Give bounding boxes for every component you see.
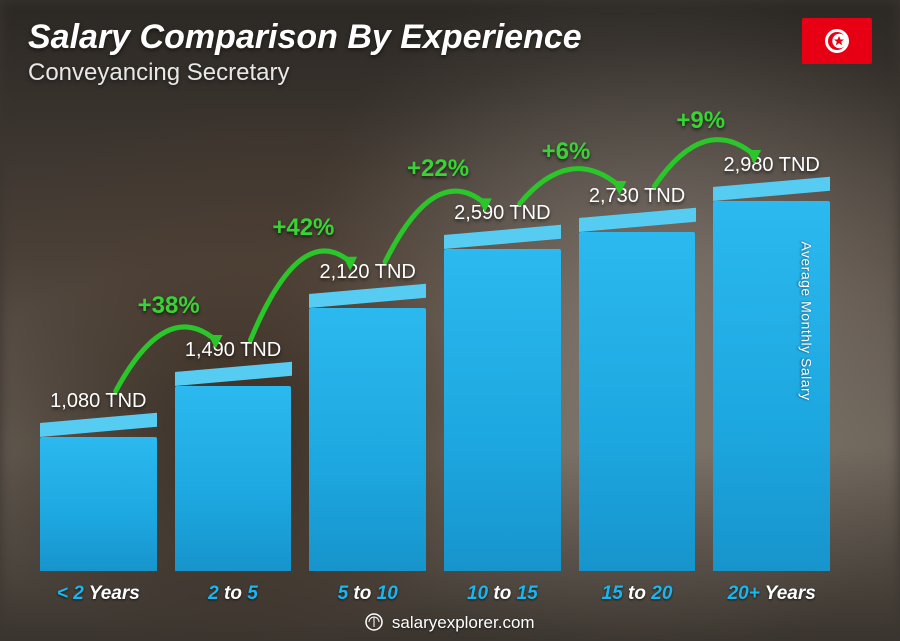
y-axis-label: Average Monthly Salary xyxy=(798,241,814,400)
value-label: 1,080 TND xyxy=(50,390,146,413)
bar-3: 2,590 TND10 to 15 xyxy=(444,249,561,571)
increase-label: +6% xyxy=(542,138,591,166)
x-label: < 2 Years xyxy=(40,583,157,605)
value-label: 2,590 TND xyxy=(454,202,550,225)
x-label: 20+ Years xyxy=(713,583,830,605)
footer-text: salaryexplorer.com xyxy=(392,613,535,632)
bar-top xyxy=(309,284,426,308)
bar-1: 1,490 TND2 to 5 xyxy=(175,386,292,571)
salary-chart: 1,080 TND< 2 Years1,490 TND2 to 52,120 T… xyxy=(40,111,830,571)
bar-0: 1,080 TND< 2 Years xyxy=(40,437,157,571)
increase-label: +9% xyxy=(676,107,725,135)
increase-label: +42% xyxy=(272,214,334,242)
increase-label: +38% xyxy=(138,292,200,320)
value-label: 1,490 TND xyxy=(185,339,281,362)
page-subtitle: Conveyancing Secretary xyxy=(28,59,872,87)
value-label: 2,730 TND xyxy=(589,185,685,208)
bar-2: 2,120 TND5 to 10 xyxy=(309,308,426,571)
bar-rect xyxy=(444,249,561,571)
bar-top xyxy=(579,208,696,232)
bar-top xyxy=(175,362,292,386)
bar-top xyxy=(40,413,157,437)
page-title: Salary Comparison By Experience xyxy=(28,18,872,57)
tunisia-flag-icon xyxy=(802,18,872,64)
bar-rect xyxy=(309,308,426,571)
value-label: 2,980 TND xyxy=(724,154,820,177)
x-label: 5 to 10 xyxy=(309,583,426,605)
value-label: 2,120 TND xyxy=(319,261,415,284)
x-label: 15 to 20 xyxy=(579,583,696,605)
logo-icon xyxy=(365,613,383,631)
bar-top xyxy=(444,225,561,249)
bar-4: 2,730 TND15 to 20 xyxy=(579,232,696,571)
footer: salaryexplorer.com xyxy=(0,613,900,633)
bar-rect xyxy=(579,232,696,571)
x-label: 10 to 15 xyxy=(444,583,561,605)
bar-rect xyxy=(175,386,292,571)
bar-rect xyxy=(40,437,157,571)
increase-label: +22% xyxy=(407,155,469,183)
bar-top xyxy=(713,177,830,201)
x-label: 2 to 5 xyxy=(175,583,292,605)
header: Salary Comparison By Experience Conveyan… xyxy=(28,18,872,87)
